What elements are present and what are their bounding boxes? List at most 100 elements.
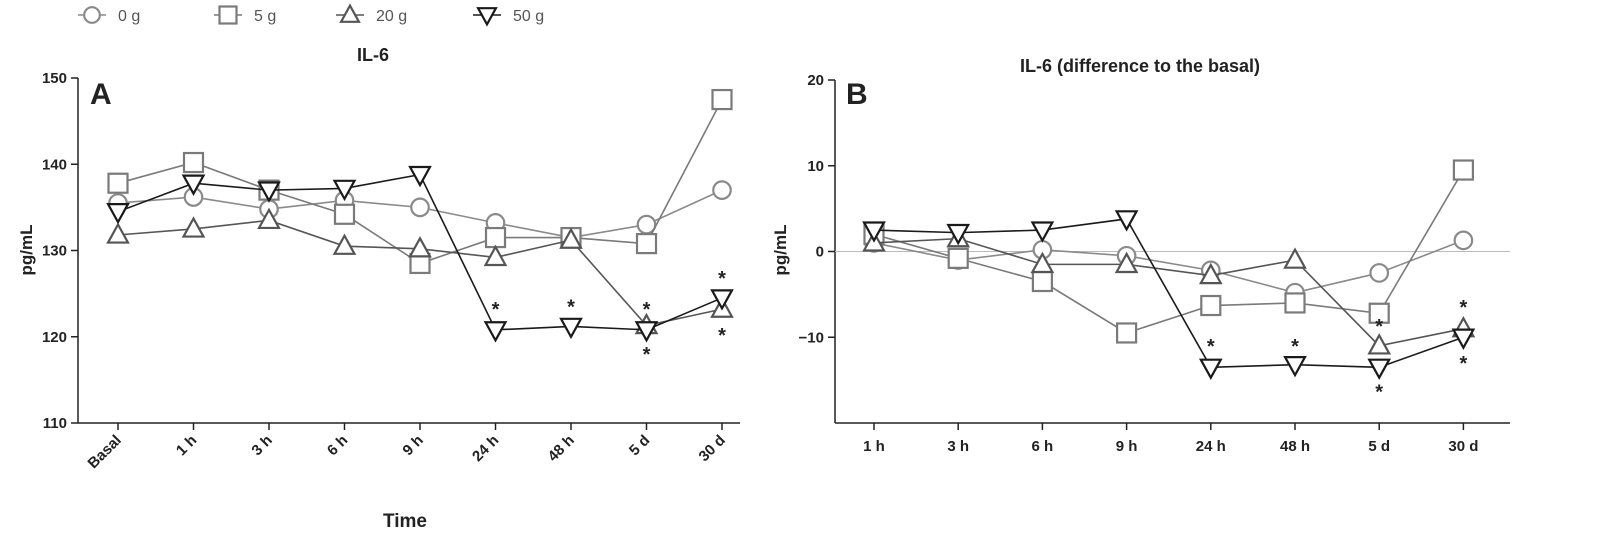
- panel-b-data-point-20-g: [1114, 251, 1139, 274]
- panel-b-y-tick-label: 0: [816, 244, 824, 261]
- legend-label-50-g: 50 g: [513, 8, 544, 25]
- panel-a-data-point-20-g: [332, 233, 357, 255]
- panel-b-significance-star: *: [1291, 336, 1299, 358]
- panel-b-title: IL-6 (difference to the basal): [1020, 56, 1260, 76]
- panel-a-x-tick-label: 1 h: [173, 432, 200, 459]
- panel-a-series-50-g: [106, 165, 734, 343]
- panel-a-data-point-50-g: [634, 321, 659, 343]
- legend-marker-5-g: [218, 5, 238, 25]
- panel-a-y-tick-label: 120: [42, 329, 67, 346]
- panel-a-significance-star: *: [718, 325, 726, 347]
- panel-a-data-point-50-g: [559, 317, 583, 340]
- panel-b-significance-star: *: [1375, 381, 1383, 403]
- panel-b-significance-star: *: [1375, 316, 1383, 338]
- panel-a-x-tick-label: 3 h: [248, 432, 275, 459]
- panel-b-data-point-5-g: [1452, 159, 1475, 181]
- panel-b-data-point-20-g: [1367, 333, 1392, 355]
- panel-a-data-point-5-g: [635, 233, 658, 255]
- panel-b-data-point-5-g: [1031, 270, 1054, 293]
- panel-a-data-point-5-g: [182, 151, 205, 174]
- panel-b-series-line-20-g: [873, 237, 1464, 347]
- panel-b-series-50-g: [862, 210, 1476, 380]
- panel-b-data-point-5-g: [1284, 292, 1306, 314]
- panel-b-x-tick-label: 3 h: [947, 438, 969, 455]
- panel-a-data-point-20-g: [181, 216, 206, 238]
- panel-b-data-point-5-g: [1368, 302, 1390, 324]
- panel-b-x-tick-label: 30 d: [1448, 438, 1478, 455]
- panel-a-data-point-50-g: [106, 202, 130, 225]
- panel-a-y-tick-label: 140: [42, 156, 67, 173]
- panel-b-data-point-50-g: [1030, 221, 1055, 243]
- panel-b-data-point-5-g: [1200, 294, 1222, 317]
- panel-a-letter: A: [90, 78, 112, 111]
- legend-marker-50-g: [476, 7, 498, 27]
- panel-a-data-point-5-g: [107, 172, 129, 194]
- legend-label-5-g: 5 g: [254, 8, 276, 25]
- panel-b-x-tick-label: 24 h: [1196, 438, 1226, 455]
- panel-a-data-point-0-g: [712, 180, 732, 200]
- panel-a-data-point-20-g: [106, 222, 130, 244]
- panel-a-data-point-20-g: [257, 207, 281, 230]
- panel-b-data-point-5-g: [1115, 322, 1138, 344]
- panel-a-significance-star: *: [718, 268, 726, 290]
- panel-b-data-point-50-g: [1451, 328, 1476, 350]
- panel-b-series-line-0-g: [873, 239, 1464, 294]
- panel-a-significance-star: *: [643, 344, 651, 366]
- panel-b-data-point-0-g: [1369, 263, 1390, 283]
- panel-a-data-point-5-g: [484, 226, 507, 249]
- panel-b-x-tick-label: 1 h: [863, 438, 885, 455]
- panel-a-x-tick-label: Basal: [85, 432, 125, 472]
- panel-a-x-tick-label: 5 d: [626, 432, 653, 459]
- panel-b-plot-area: −10 0 10 20 1 h 3 h 6 h 9 h 24 h 48 h 5 d 30 d * * * * *…: [799, 72, 1510, 455]
- panel-a-data-point-50-g: [408, 165, 432, 188]
- panel-a-plot-area: 110 120 130 140 150 Basal 1 h 3 h 6 h 9 h 24 h 48 h…: [42, 70, 740, 472]
- panel-b-y-tick-label: 20: [807, 72, 824, 89]
- panel-a-significance-star: *: [643, 299, 651, 321]
- panel-b-data-point-50-g: [1114, 210, 1139, 232]
- panel-a-data-point-50-g: [181, 174, 206, 196]
- panel-b-x-tick-label: 9 h: [1116, 438, 1138, 455]
- panel-b-x-tick-label: 48 h: [1280, 438, 1310, 455]
- panel-a-x-tick-label: 30 d: [696, 432, 729, 465]
- panel-b-significance-star: *: [1460, 353, 1468, 375]
- panel-a-y-axis-label: pg/mL: [17, 225, 36, 276]
- panel-b-data-point-5-g: [947, 247, 969, 269]
- panel-a-significance-star: *: [567, 297, 575, 319]
- legend-entry-50-g: 50 g: [473, 7, 544, 27]
- panel-b-data-point-50-g: [1367, 358, 1392, 380]
- panel-b-data-point-20-g: [1030, 251, 1055, 274]
- panel-a-data-point-20-g: [483, 244, 508, 267]
- panel-b-series-5-g: [863, 159, 1475, 344]
- panel-a-x-tick-label: 48 h: [545, 432, 578, 465]
- panel-b-data-point-50-g: [1283, 355, 1307, 378]
- panel-a-data-point-5-g: [333, 203, 356, 225]
- panel-a-data-point-0-g: [410, 197, 430, 218]
- panel-b-y-tick-label: 10: [807, 158, 824, 175]
- panel-a-data-point-50-g: [710, 289, 734, 311]
- panel-a-data-point-50-g: [332, 179, 357, 202]
- panel-a-data-point-5-g: [711, 88, 733, 111]
- legend-entry-5-g: 5 g: [214, 5, 276, 25]
- legend-marker-20-g: [339, 3, 361, 23]
- panel-a-x-tick-label: 24 h: [469, 432, 502, 465]
- panel-a-y-tick-label: 150: [42, 70, 67, 87]
- panel-b-data-point-20-g: [1198, 262, 1223, 285]
- panel-a-x-tick-label: 9 h: [399, 432, 426, 459]
- panel-a-y-tick-label: 110: [43, 415, 67, 432]
- panel-b-y-axis-label: pg/mL: [771, 225, 790, 276]
- panel-a-data-point-50-g: [257, 181, 281, 203]
- panel-b-x-tick-label: 6 h: [1032, 438, 1054, 455]
- panel-b-significance-star: *: [1207, 336, 1215, 358]
- panel-a-data-point-50-g: [483, 321, 508, 343]
- legend-label-20-g: 20 g: [376, 8, 407, 25]
- panel-b: IL-6 (difference to the basal) B pg/mL −…: [771, 56, 1510, 455]
- legend: 0 g 5 g 20 g 50 g: [78, 3, 544, 27]
- panel-b-y-tick-label: −10: [799, 329, 824, 346]
- legend-marker-0-g: [83, 6, 101, 24]
- panel-a-data-point-20-g: [559, 227, 583, 249]
- panel-a-x-axis-label: Time: [383, 511, 427, 532]
- legend-entry-0-g: 0 g: [78, 6, 140, 25]
- legend-entry-20-g: 20 g: [336, 3, 407, 25]
- panel-b-letter: B: [846, 78, 868, 111]
